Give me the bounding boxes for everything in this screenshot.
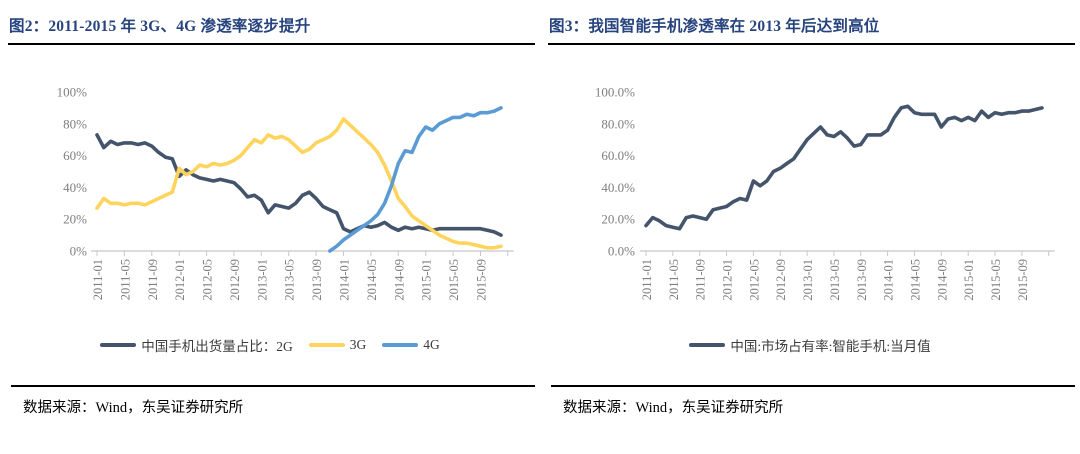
y-tick-label: 100.0%	[595, 85, 635, 100]
figure-2-legend: 中国手机出货量占比：2G 3G 4G	[0, 335, 540, 355]
x-tick-label: 2013-09	[855, 259, 869, 301]
x-tick-label: 2014-05	[365, 259, 379, 301]
x-tick-label: 2014-01	[338, 259, 352, 301]
x-tick-label: 2015-01	[420, 259, 434, 301]
series-3g-line	[95, 117, 503, 250]
legend-label-4g: 4G	[423, 337, 440, 352]
figure-3-source-rule	[551, 385, 1075, 387]
legend-swatch-3g	[308, 343, 345, 347]
legend-label-smartphone: 中国:市场占有率:智能手机:当月值	[730, 339, 931, 354]
x-tick-label: 2014-01	[882, 259, 896, 301]
figure-3-title-rule	[548, 43, 1075, 45]
legend-swatch-smartphone	[689, 343, 726, 347]
x-tick-label: 2011-01	[640, 259, 654, 300]
figure-2-line-chart: 0% 20% 40% 60% 80% 100% 2011-01 2011-05 2011-09 2…	[57, 85, 514, 301]
x-tick-label: 2012-09	[228, 259, 242, 301]
x-tick-label: 2012-05	[747, 259, 761, 301]
x-tick-label: 2012-09	[774, 259, 788, 301]
x-tick-label: 2012-01	[173, 259, 187, 301]
legend-label-2g: 中国手机出货量占比：2G	[141, 339, 293, 354]
figure-3-title: 图3：我国智能手机渗透率在 2013 年后达到高位	[549, 18, 880, 35]
y-tick-label: 60%	[63, 148, 87, 163]
y-tick-label: 0%	[70, 244, 88, 259]
legend-swatch-4g	[382, 343, 419, 347]
x-tick-label: 2014-05	[909, 259, 923, 301]
x-tick-label: 2013-01	[801, 259, 815, 301]
figure-3-source-note: 数据来源：Wind，东吴证券研究所	[563, 400, 784, 416]
x-tick-label: 2014-09	[935, 259, 949, 301]
y-tick-label: 40.0%	[601, 180, 635, 195]
x-tick-label: 2015-05	[447, 259, 461, 301]
legend-item-smartphone: 中国:市场占有率:智能手机:当月值	[689, 335, 931, 355]
x-tick-label: 2013-05	[828, 259, 842, 301]
x-tick-label: 2011-05	[667, 259, 681, 300]
x-tick-label: 2015-09	[475, 259, 489, 301]
y-tick-label: 60.0%	[601, 148, 635, 163]
figure-3-legend: 中国:市场占有率:智能手机:当月值	[540, 335, 1080, 355]
figure-2-source-rule	[11, 385, 535, 387]
figure-2-title-rule	[8, 43, 535, 45]
x-tick-label: 2015-01	[962, 259, 976, 301]
legend-label-3g: 3G	[349, 337, 367, 352]
figure-2-title: 图2：2011-2015 年 3G、4G 渗透率逐步提升	[9, 18, 311, 35]
y-tick-label: 80.0%	[601, 116, 635, 131]
figure-2-source-note: 数据来源：Wind，东吴证券研究所	[23, 400, 244, 416]
y-tick-label: 20%	[63, 212, 87, 227]
y-tick-label: 100%	[57, 85, 88, 100]
report-figures-row: 图2：2011-2015 年 3G、4G 渗透率逐步提升 0% 20% 40% 60%…	[0, 0, 1080, 417]
series-smartphone-line	[644, 104, 1044, 231]
figure-2-panel: 图2：2011-2015 年 3G、4G 渗透率逐步提升 0% 20% 40% 60%…	[0, 0, 540, 417]
x-tick-label: 2015-05	[989, 259, 1003, 301]
y-tick-label: 80%	[63, 116, 87, 131]
figure-3-line-chart: 0.0% 20.0% 40.0% 60.0% 80.0% 100.0% 2011-01 201…	[595, 85, 1055, 301]
x-tick-label: 2013-01	[255, 259, 269, 301]
x-tick-label: 2011-09	[694, 259, 708, 300]
series-4g-line	[327, 106, 503, 253]
figure-3-panel: 图3：我国智能手机渗透率在 2013 年后达到高位 0.0% 20.0% 40.0%…	[540, 0, 1080, 417]
x-tick-label: 2012-01	[721, 259, 735, 301]
x-tick-label: 2015-09	[1016, 259, 1030, 301]
x-tick-label: 2013-05	[283, 259, 297, 301]
x-tick-label: 2011-01	[91, 259, 105, 300]
legend-swatch-2g	[100, 343, 137, 347]
legend-item-2g: 中国手机出货量占比：2G	[100, 335, 293, 355]
legend-item-4g: 4G	[382, 337, 440, 353]
x-tick-label: 2013-09	[310, 259, 324, 301]
x-tick-label: 2014-09	[392, 259, 406, 301]
y-tick-label: 40%	[63, 180, 87, 195]
legend-item-3g: 3G	[308, 337, 367, 353]
x-tick-label: 2011-09	[146, 259, 160, 300]
x-tick-label: 2011-05	[118, 259, 132, 300]
y-tick-label: 20.0%	[601, 212, 635, 227]
x-tick-label: 2012-05	[201, 259, 215, 301]
y-tick-label: 0.0%	[608, 244, 635, 259]
